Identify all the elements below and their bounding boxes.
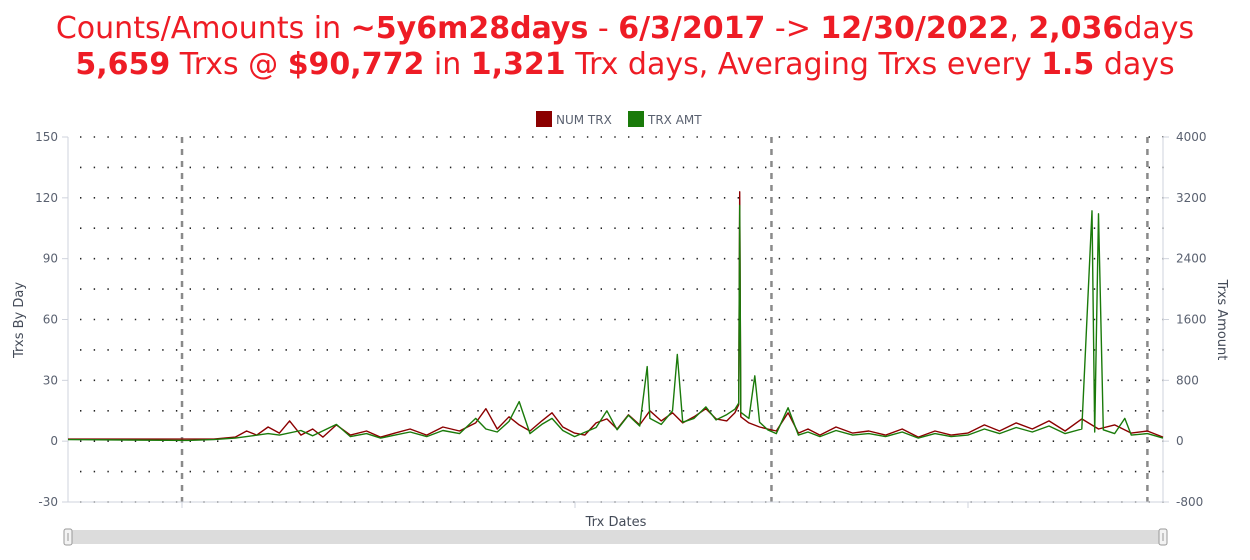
y-tick-label: 90 xyxy=(43,252,58,266)
y-tick-label: 60 xyxy=(43,313,58,327)
y2-axis-ticks: 4000 3200 2400 1600 800 0 -800 xyxy=(1163,130,1207,509)
y2-tick-label: 1600 xyxy=(1176,313,1207,327)
grid-dot-pattern xyxy=(80,136,1164,503)
legend-label-trx-amt[interactable]: TRX AMT xyxy=(647,113,702,127)
y2-tick-label: 0 xyxy=(1176,434,1184,448)
legend-swatch-num-trx[interactable] xyxy=(536,111,552,127)
y2-tick-label: 2400 xyxy=(1176,252,1207,266)
chart-title-line-1: Counts/Amounts in ~5y6m28days - 6/3/2017… xyxy=(55,11,1195,46)
grid-dots xyxy=(80,136,1164,503)
range-slider-track[interactable] xyxy=(68,530,1163,544)
series-lines xyxy=(67,191,1164,442)
y2-axis-title: Trxs Amount xyxy=(1214,279,1229,361)
y-tick-label: 0 xyxy=(50,434,58,448)
legend-swatch-trx-amt[interactable] xyxy=(628,111,644,127)
series-line-trx-amt xyxy=(67,204,1164,442)
y2-tick-label: 4000 xyxy=(1176,130,1207,144)
legend: NUM TRX TRX AMT xyxy=(536,111,702,127)
legend-label-num-trx[interactable]: NUM TRX xyxy=(556,113,612,127)
year-markers xyxy=(180,137,1149,502)
x-tick-marks xyxy=(181,502,969,508)
y-tick-label: 120 xyxy=(35,191,58,205)
y-axis-title: Trxs By Day xyxy=(12,282,27,359)
chart-title-line-2: 5,659 Trxs @ $90,772 in 1,321 Trx days, … xyxy=(75,47,1175,82)
x-axis-title: Trx Dates xyxy=(585,515,647,530)
y-tick-label: 30 xyxy=(43,373,58,387)
y2-tick-label: 3200 xyxy=(1176,191,1207,205)
y2-tick-label: -800 xyxy=(1176,495,1203,509)
range-slider[interactable] xyxy=(63,528,1168,546)
y-tick-label: 150 xyxy=(35,130,58,144)
y-tick-label: -30 xyxy=(38,495,58,509)
y2-tick-label: 800 xyxy=(1176,373,1199,387)
y-axis-ticks: 150 120 90 60 30 0 -30 xyxy=(35,130,68,509)
